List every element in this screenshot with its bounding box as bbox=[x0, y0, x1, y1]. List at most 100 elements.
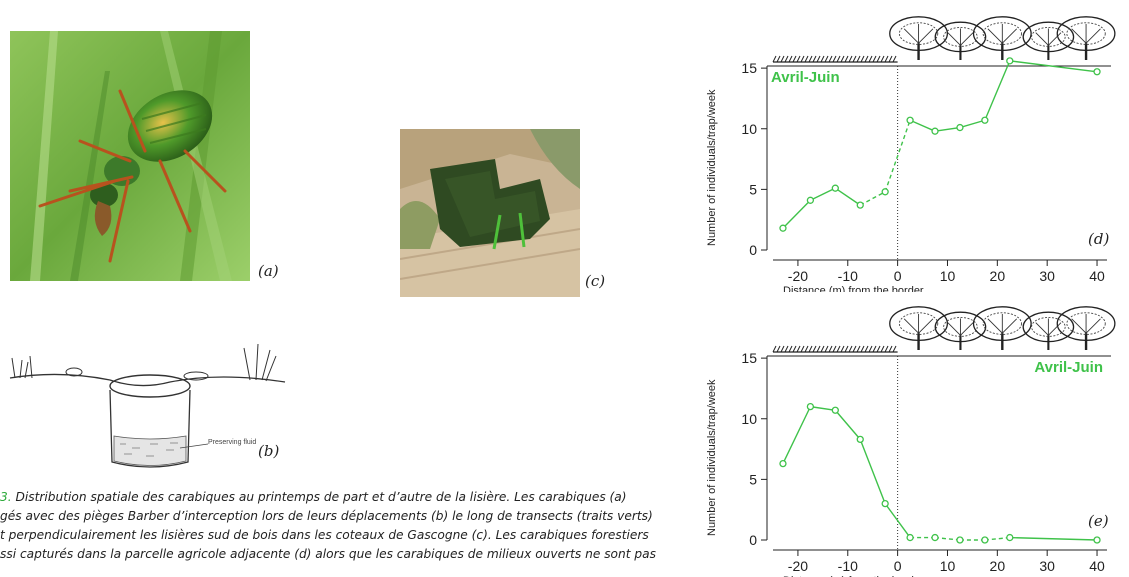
data-point bbox=[831, 406, 839, 414]
tree-crown bbox=[1056, 16, 1116, 52]
data-point bbox=[856, 201, 864, 209]
chart-title: Avril-Juin bbox=[1034, 359, 1103, 376]
series-segment bbox=[834, 409, 861, 440]
crop-mark bbox=[856, 55, 861, 63]
crop-mark bbox=[804, 345, 809, 353]
y-tick-label: 15 bbox=[741, 60, 757, 76]
tree-branches bbox=[987, 314, 1018, 334]
crop-mark bbox=[892, 55, 897, 63]
x-tick-label: 10 bbox=[940, 268, 956, 284]
data-point bbox=[1093, 68, 1101, 76]
tree-icon bbox=[889, 306, 949, 350]
y-axis-title: Number of individuals/trap/week bbox=[706, 89, 718, 246]
tree-crown-inner bbox=[1031, 27, 1066, 47]
tree-icon bbox=[1022, 21, 1075, 60]
panel-label-d: (d) bbox=[1088, 230, 1110, 248]
field-strip bbox=[772, 345, 898, 353]
crop-mark bbox=[864, 55, 869, 63]
crop-mark bbox=[836, 55, 841, 63]
crop-mark bbox=[784, 345, 789, 353]
tree-crown bbox=[889, 306, 949, 342]
tree-crown bbox=[1056, 306, 1116, 342]
data-point bbox=[779, 224, 787, 232]
chart-d: 0 5 10 15 -20 -10 0 10 20 30 40 Distance (m) from t… bbox=[706, 16, 1116, 292]
series-segment bbox=[810, 187, 836, 201]
x-tick-label: 0 bbox=[894, 268, 902, 284]
tree-crown-inner bbox=[898, 22, 939, 45]
series-segment bbox=[934, 536, 961, 541]
crop-mark bbox=[824, 345, 829, 353]
pitfall-trap-drawing: Preserving fluid (b) bbox=[0, 330, 290, 478]
x-tick-label: 30 bbox=[1039, 558, 1055, 574]
x-tick-label: 40 bbox=[1089, 268, 1105, 284]
data-point bbox=[931, 127, 939, 135]
crop-mark bbox=[828, 55, 833, 63]
crop-mark bbox=[876, 345, 881, 353]
crop-mark bbox=[864, 345, 869, 353]
tree-crown-inner bbox=[1066, 312, 1106, 335]
crop-mark bbox=[836, 345, 841, 353]
crop-mark bbox=[876, 55, 881, 63]
data-point bbox=[1093, 536, 1101, 544]
crop-mark bbox=[832, 55, 837, 63]
tree-crown-inner bbox=[943, 27, 978, 47]
tree-branches bbox=[1071, 314, 1101, 334]
tree-icon bbox=[934, 21, 987, 60]
series-segment bbox=[810, 405, 836, 411]
crop-mark bbox=[860, 345, 865, 353]
tree-branches bbox=[1035, 28, 1062, 46]
tree-branches bbox=[947, 318, 974, 336]
data-point bbox=[1006, 57, 1014, 65]
series-segment bbox=[909, 119, 936, 132]
x-tick-label: 20 bbox=[990, 268, 1006, 284]
series-segment bbox=[782, 199, 811, 229]
crop-mark bbox=[852, 55, 857, 63]
tree-branches bbox=[1071, 24, 1101, 44]
data-point bbox=[779, 459, 787, 468]
data-point bbox=[831, 184, 839, 192]
data-point bbox=[931, 533, 939, 542]
caption-line-1: 3. Distribution spatiale des carabiques … bbox=[0, 490, 627, 504]
data-point bbox=[906, 116, 914, 124]
crop-mark bbox=[804, 55, 809, 63]
tree-crown-inner bbox=[982, 22, 1022, 45]
tree-branches bbox=[987, 24, 1018, 44]
tree-crown bbox=[972, 306, 1032, 342]
y-axis-title: Number of individuals/trap/week bbox=[706, 379, 718, 536]
tree-crown-inner bbox=[1066, 22, 1106, 45]
x-tick-label: 40 bbox=[1089, 558, 1105, 574]
data-point bbox=[1006, 533, 1014, 542]
y-tick-label: 15 bbox=[741, 350, 757, 366]
y-tick-label: 5 bbox=[749, 181, 757, 197]
panel-label-b: (b) bbox=[258, 442, 280, 460]
x-tick-label: -10 bbox=[838, 268, 858, 284]
x-tick-label: 30 bbox=[1039, 268, 1055, 284]
series-segment bbox=[984, 60, 1011, 121]
crop-mark bbox=[880, 55, 885, 63]
series-segment bbox=[782, 406, 812, 464]
crop-mark bbox=[776, 55, 781, 63]
series-segment bbox=[1009, 536, 1098, 541]
data-point bbox=[881, 499, 889, 508]
crop-mark bbox=[880, 345, 885, 353]
crop-mark bbox=[808, 345, 813, 353]
tree-icon bbox=[934, 311, 987, 350]
tree-crown-inner bbox=[982, 312, 1022, 335]
figure-number: 3. bbox=[0, 490, 12, 504]
caption-line-2: gés avec des pièges Barber d’interceptio… bbox=[0, 509, 653, 523]
crop-mark bbox=[784, 55, 789, 63]
crop-mark bbox=[824, 55, 829, 63]
preserving-fluid-label: Preserving fluid bbox=[208, 439, 257, 446]
chart-e: 0 5 10 15 -20 -10 0 10 20 30 40 Distance (m) from t… bbox=[706, 306, 1116, 577]
x-axis-title: Distance (m) from the border bbox=[783, 575, 924, 577]
crop-mark bbox=[796, 55, 801, 63]
crop-mark bbox=[856, 345, 861, 353]
crop-mark bbox=[800, 345, 805, 353]
crop-mark bbox=[884, 55, 889, 63]
panel-label-a: (a) bbox=[258, 262, 279, 280]
x-tick-label: 0 bbox=[894, 558, 902, 574]
crop-mark bbox=[848, 345, 853, 353]
crop-mark bbox=[792, 345, 797, 353]
tree-icon bbox=[889, 16, 949, 60]
field-strip bbox=[772, 55, 898, 63]
